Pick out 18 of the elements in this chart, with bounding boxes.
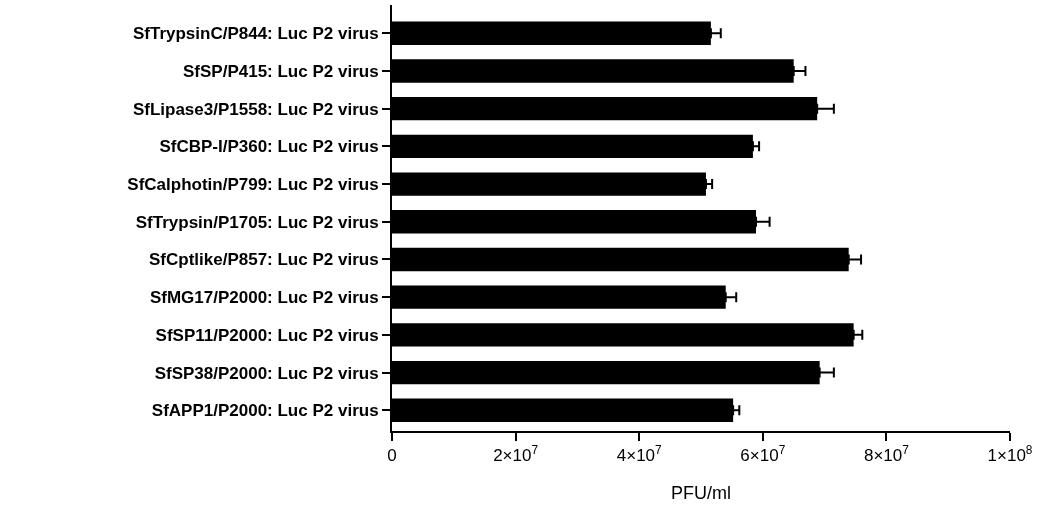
y-tick-label: SfCptlike/P857: Luc P2 virus [149,250,379,270]
y-tick-label: SfTrypsinC/P844: Luc P2 virus [132,24,379,44]
y-tick-label: SfCBP-I/P360: Luc P2 virus [159,137,379,157]
x-tick-label: 4×10$^{7}$ [616,443,663,466]
y-tick-label: SfCalphotin/P799: Luc P2 virus [127,175,379,195]
x-tick-label: 6×10$^{7}$ [740,443,786,466]
y-tick-label: SfSP38/P2000: Luc P2 virus [154,363,379,383]
x-tick-label: 1×10$^{8}$ [987,443,1033,466]
y-tick-label: SfTrypsin/P1705: Luc P2 virus [135,212,379,232]
x-axis-title: PFU/ml [671,483,731,503]
y-tick-label: SfSP/P415: Luc P2 virus [183,61,379,81]
x-tick-label: 0 [387,446,397,466]
y-tick-label: SfAPP1/P2000: Luc P2 virus [151,401,379,421]
y-tick-label: SfSP11/P2000: Luc P2 virus [155,325,379,345]
y-tick-label: SfLipase3/P1558: Luc P2 virus [132,99,379,119]
y-tick-label: SfMG17/P2000: Luc P2 virus [149,288,379,308]
x-tick-label: 2×10$^{7}$ [493,443,539,466]
x-tick-label: 8×10$^{7}$ [863,443,910,466]
